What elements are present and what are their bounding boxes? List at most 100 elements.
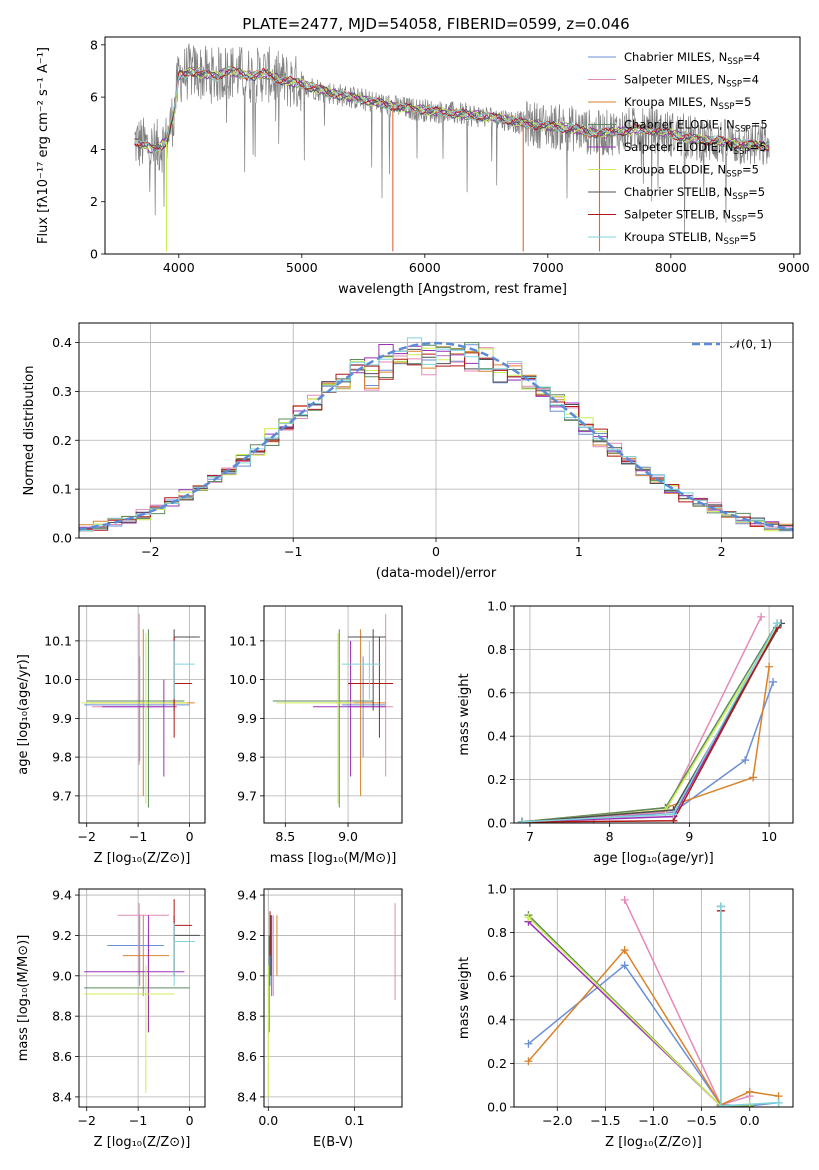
series-line bbox=[521, 623, 778, 823]
series-marker bbox=[769, 677, 778, 686]
series-marker bbox=[774, 1098, 783, 1107]
x-axis-label: age [log₁₀(age/yr)] bbox=[593, 851, 714, 866]
y-tick-label: 8.4 bbox=[237, 1089, 257, 1104]
errorbar-salpeter-elodie bbox=[84, 915, 185, 1033]
series-marker bbox=[749, 773, 758, 782]
y-tick-label: 0 bbox=[90, 247, 98, 262]
legend-value: =4 bbox=[742, 73, 759, 87]
normal-curve bbox=[79, 341, 793, 531]
series-marker bbox=[517, 817, 526, 823]
y-tick-label: 6 bbox=[90, 90, 98, 105]
legend-entry: Salpeter MILES, NSSP=4 bbox=[624, 73, 759, 90]
panel-mass-weight-vs-age: 7 8 9 10 0.0 0.2 0.4 0.6 0.8 1.0 age [log₁₀(age/yr… bbox=[457, 599, 794, 866]
x-axis-label: wavelength [Angstrom, rest frame] bbox=[338, 282, 567, 297]
legend-value: =5 bbox=[751, 118, 768, 132]
legend-text: Chabrier STELIB, N bbox=[624, 185, 732, 199]
x-tick-label: 0 bbox=[432, 544, 440, 559]
y-tick-label: 9.8 bbox=[52, 750, 72, 765]
x-tick-label: −1 bbox=[129, 829, 147, 844]
x-tick-label: 4000 bbox=[163, 260, 195, 275]
axes-frame bbox=[78, 888, 206, 1108]
series-kroupa-stelib bbox=[716, 902, 783, 1107]
errorbar-salpeter-miles bbox=[348, 613, 394, 777]
y-tick-label: 8.8 bbox=[52, 1009, 72, 1024]
model-spectrum-salpeter-stelib bbox=[134, 66, 770, 153]
series-salpeter-stelib bbox=[517, 623, 782, 823]
series-marker bbox=[620, 961, 629, 970]
x-tick-label: 0 bbox=[186, 1113, 194, 1128]
errorbar-kroupa-elodie bbox=[84, 965, 175, 1093]
y-axis-label: mass [log₁₀(M/M⊙)] bbox=[16, 935, 31, 1062]
errorbar-chabrier-stelib bbox=[173, 629, 200, 711]
y-tick-label: 1.0 bbox=[487, 599, 507, 614]
x-tick-label: −1.5 bbox=[590, 1113, 620, 1128]
panel-age-vs-Z: −2 −1 0 9.7 9.8 9.9 10.0 10.1 Z [log₁₀(Z/Z⊙)] age… bbox=[16, 605, 206, 866]
plot-area bbox=[267, 903, 396, 1097]
errorbar-kroupa-elodie bbox=[81, 633, 187, 804]
series-line bbox=[521, 627, 778, 823]
legend-subscript: SSP bbox=[727, 57, 743, 67]
panel-spectrum: 4000 5000 6000 7000 8000 9000 0 2 4 6 8 wavelength … bbox=[36, 36, 810, 297]
y-tick-label: 9.2 bbox=[52, 928, 72, 943]
errorbar-salpeter-miles bbox=[91, 613, 164, 765]
series-chabrier-elodie bbox=[524, 911, 754, 1107]
x-tick-label: 9 bbox=[685, 829, 693, 844]
series-line bbox=[521, 627, 778, 823]
x-tick-label: −2 bbox=[77, 1113, 95, 1128]
series-chabrier-elodie bbox=[517, 619, 782, 823]
errorbar-kroupa-miles bbox=[89, 629, 195, 796]
x-axis-label: mass [log₁₀(M/M⊙)] bbox=[270, 851, 397, 866]
series-marker bbox=[745, 1087, 754, 1096]
x-tick-label: 2 bbox=[718, 544, 726, 559]
series-kroupa-elodie bbox=[524, 913, 754, 1107]
legend-value: =5 bbox=[747, 208, 764, 222]
y-tick-label: 0.0 bbox=[487, 1100, 507, 1115]
plot-area bbox=[517, 612, 786, 823]
legend-text: Kroupa MILES, N bbox=[624, 95, 719, 109]
legend-entry: Salpeter ELODIE, NSSP=5 bbox=[624, 140, 767, 157]
legend-entry: 𝒩(0, 1) bbox=[730, 337, 772, 351]
series-line bbox=[521, 623, 778, 823]
plot-area bbox=[272, 613, 394, 808]
y-tick-label: 10.0 bbox=[229, 672, 257, 687]
x-tick-label: 9.0 bbox=[338, 829, 358, 844]
legend-entry: Kroupa ELODIE, NSSP=5 bbox=[624, 163, 759, 180]
axes-frame bbox=[263, 605, 403, 824]
grid bbox=[79, 606, 205, 823]
axes-frame bbox=[104, 36, 801, 255]
legend-text: Salpeter ELODIE, N bbox=[624, 140, 734, 154]
legend-entry: Salpeter STELIB, NSSP=5 bbox=[624, 208, 764, 225]
y-tick-label: 9.7 bbox=[52, 788, 72, 803]
y-tick-label: 9.4 bbox=[237, 888, 257, 903]
x-axis-label: E(B-V) bbox=[313, 1135, 353, 1150]
y-tick-label: 8.4 bbox=[52, 1089, 72, 1104]
y-tick-label: 0.2 bbox=[52, 433, 72, 448]
y-axis-label: age [log₁₀(age/yr)] bbox=[16, 654, 31, 775]
legend-value: =5 bbox=[739, 230, 756, 244]
x-axis-label: Z [log₁₀(Z/Z⊙)] bbox=[94, 851, 191, 866]
x-tick-label: 8 bbox=[606, 829, 614, 844]
series-marker bbox=[620, 946, 629, 955]
errorbar-chabrier-elodie bbox=[272, 629, 374, 808]
errorbar-kroupa-stelib bbox=[173, 640, 195, 699]
y-tick-label: 0.4 bbox=[487, 729, 507, 744]
series-salpeter-elodie bbox=[517, 623, 782, 823]
legend-subscript: SSP bbox=[726, 80, 742, 90]
plot-area bbox=[79, 337, 793, 538]
y-tick-label: 8.6 bbox=[52, 1049, 72, 1064]
axes-frame bbox=[263, 888, 403, 1108]
series-marker bbox=[524, 913, 533, 922]
legend-value: =5 bbox=[742, 163, 759, 177]
x-tick-label: −2 bbox=[77, 829, 95, 844]
x-tick-label: 7000 bbox=[532, 260, 564, 275]
y-tick-label: 0.0 bbox=[487, 816, 507, 831]
y-tick-label: 9.7 bbox=[237, 788, 257, 803]
legend-text: Kroupa STELIB, N bbox=[624, 230, 724, 244]
histogram-kroupa-stelib bbox=[79, 337, 793, 538]
errorbar-salpeter-stelib bbox=[348, 637, 394, 738]
panel-mass-weight-vs-Z: −2.0 −1.5 −1.0 −0.5 0.0 0.0 0.2 0.4 0.6 0.8 1.0 Z [… bbox=[457, 882, 794, 1150]
legend-entry: Chabrier ELODIE, NSSP=5 bbox=[624, 118, 768, 135]
y-tick-label: 10.1 bbox=[44, 633, 72, 648]
errorbar-kroupa-miles bbox=[335, 629, 386, 796]
